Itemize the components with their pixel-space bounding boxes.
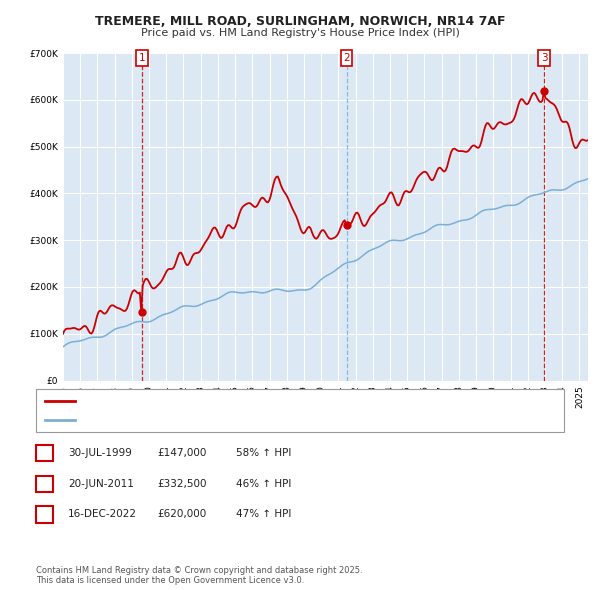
Text: 46% ↑ HPI: 46% ↑ HPI	[236, 479, 291, 489]
Text: 20-JUN-2011: 20-JUN-2011	[68, 479, 134, 489]
Text: 2: 2	[343, 53, 350, 63]
Text: £332,500: £332,500	[158, 479, 208, 489]
Text: Price paid vs. HM Land Registry's House Price Index (HPI): Price paid vs. HM Land Registry's House …	[140, 28, 460, 38]
Text: TREMERE, MILL ROAD, SURLINGHAM, NORWICH, NR14 7AF: TREMERE, MILL ROAD, SURLINGHAM, NORWICH,…	[95, 15, 505, 28]
Text: 3: 3	[541, 53, 548, 63]
Text: 1: 1	[139, 53, 145, 63]
Text: £620,000: £620,000	[158, 510, 207, 519]
Text: HPI: Average price, detached house, South Norfolk: HPI: Average price, detached house, Sout…	[81, 415, 322, 424]
Text: 30-JUL-1999: 30-JUL-1999	[68, 448, 131, 458]
Text: Contains HM Land Registry data © Crown copyright and database right 2025.
This d: Contains HM Land Registry data © Crown c…	[36, 566, 362, 585]
Text: 3: 3	[41, 510, 48, 519]
Text: TREMERE, MILL ROAD, SURLINGHAM, NORWICH, NR14 7AF (detached house): TREMERE, MILL ROAD, SURLINGHAM, NORWICH,…	[81, 397, 445, 406]
Text: 47% ↑ HPI: 47% ↑ HPI	[236, 510, 291, 519]
Text: 1: 1	[41, 448, 48, 458]
Text: 58% ↑ HPI: 58% ↑ HPI	[236, 448, 291, 458]
Text: 2: 2	[41, 479, 48, 489]
Text: 16-DEC-2022: 16-DEC-2022	[68, 510, 137, 519]
Text: £147,000: £147,000	[158, 448, 207, 458]
